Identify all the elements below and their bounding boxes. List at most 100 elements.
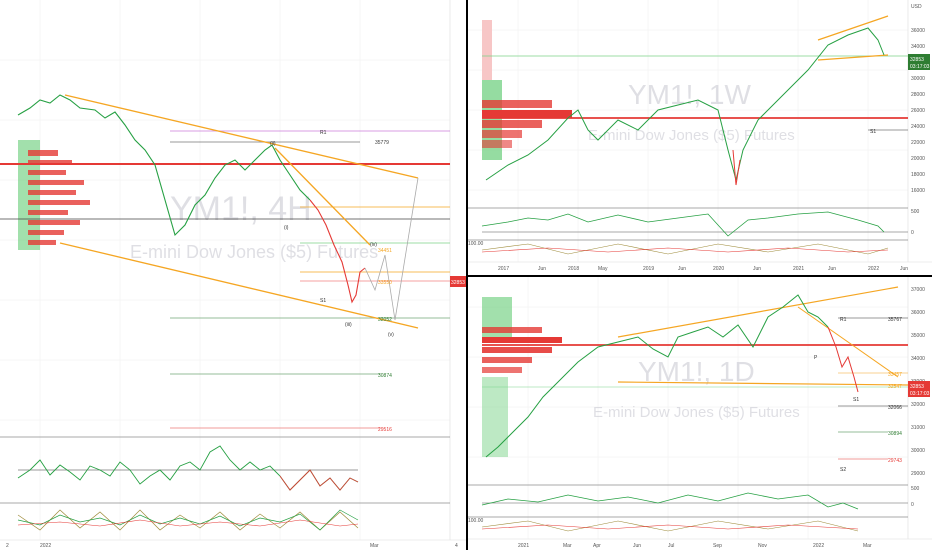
svg-text:18000: 18000 [911, 172, 925, 178]
svg-text:Mar: Mar [563, 543, 572, 549]
chart-1w-svg: YM1!, 1W E-mini Dow Jones ($5) Futures S… [468, 0, 932, 272]
svg-text:30000: 30000 [911, 76, 925, 82]
svg-text:03:17:03: 03:17:03 [910, 64, 930, 70]
svg-text:Apr: Apr [593, 543, 601, 549]
chart-1d-svg: YM1!, 1D E-mini Dow Jones ($5) Futures 3… [468, 277, 932, 549]
svg-text:34000: 34000 [911, 356, 925, 362]
watermark-description-1w: E-mini Dow Jones ($5) Futures [588, 127, 795, 144]
svg-text:2019: 2019 [643, 266, 654, 272]
svg-text:S2: S2 [840, 467, 846, 473]
marker-s1: S1 [320, 298, 326, 304]
price-series-up [17, 94, 311, 237]
svg-text:0: 0 [911, 502, 914, 508]
svg-text:34000: 34000 [911, 44, 925, 50]
marker-s1-1w: S1 [870, 129, 876, 135]
svg-text:2021: 2021 [518, 543, 529, 549]
svg-text:32547: 32547 [888, 384, 902, 390]
svg-text:500: 500 [911, 486, 920, 492]
pane-divider-vertical[interactable] [466, 0, 468, 550]
svg-text:Jun: Jun [633, 543, 641, 549]
level-label-1: 35779 [375, 140, 389, 146]
wave-label-iii: (iii) [345, 322, 352, 328]
svg-text:0: 0 [911, 230, 914, 236]
svg-text:2021: 2021 [793, 266, 804, 272]
svg-text:Jun: Jun [678, 266, 686, 272]
svg-text:Mar: Mar [863, 543, 872, 549]
projected-path [364, 177, 419, 321]
level-label-5: 30874 [378, 373, 392, 379]
svg-text:Jun: Jun [538, 266, 546, 272]
svg-text:Jun: Jun [828, 266, 836, 272]
svg-text:29743: 29743 [888, 458, 902, 464]
level-label-6: 29516 [378, 427, 392, 433]
svg-text:32066: 32066 [888, 405, 902, 411]
pane-divider-horizontal[interactable] [468, 275, 932, 277]
wave-label-iv: (iv) [370, 242, 377, 248]
svg-text:2022: 2022 [813, 543, 824, 549]
time-axis-1w: 2017 Jun 2018 May 2019 Jun 2020 Jun 2021… [498, 266, 908, 272]
svg-text:Jun: Jun [753, 266, 761, 272]
svg-text:100.00: 100.00 [468, 518, 484, 524]
time-tick-1: 2 [6, 543, 9, 549]
volume-profile-1w [482, 20, 572, 160]
marker-r1: R1 [320, 130, 327, 136]
svg-text:2018: 2018 [568, 266, 579, 272]
currency-label: USD [911, 4, 922, 10]
svg-text:03:17:03: 03:17:03 [910, 391, 930, 397]
svg-text:Sep: Sep [713, 543, 722, 549]
price-badge-text: 32853 [451, 280, 465, 286]
chart-pane-4h[interactable]: YM1!, 4H E-mini Dow Jones ($5) Futures [0, 0, 466, 550]
price-badge-1d [908, 381, 930, 397]
svg-text:33457: 33457 [888, 372, 902, 378]
oscillator-rsi [17, 445, 359, 491]
svg-text:100.00: 100.00 [468, 241, 484, 247]
chart-pane-1d[interactable]: YM1!, 1D E-mini Dow Jones ($5) Futures 3… [468, 277, 932, 550]
svg-text:R1: R1 [840, 317, 847, 323]
chart-4h-svg: YM1!, 4H E-mini Dow Jones ($5) Futures [0, 0, 466, 549]
price-series-down [309, 199, 366, 304]
svg-text:24000: 24000 [911, 124, 925, 130]
svg-text:S1: S1 [853, 397, 859, 403]
svg-text:36000: 36000 [911, 28, 925, 34]
volume-profile-1d [482, 297, 562, 457]
watermark-symbol-1w: YM1!, 1W [628, 79, 751, 110]
svg-text:20000: 20000 [911, 156, 925, 162]
svg-text:32853: 32853 [910, 57, 924, 63]
svg-text:30000: 30000 [911, 448, 925, 454]
svg-text:29000: 29000 [911, 471, 925, 477]
svg-text:16000: 16000 [911, 188, 925, 194]
price-badge [450, 276, 466, 287]
svg-text:36000: 36000 [911, 310, 925, 316]
price-axis-1w: 36000 34000 32000 30000 28000 26000 2400… [911, 28, 925, 194]
svg-text:22000: 22000 [911, 140, 925, 146]
svg-text:P: P [814, 355, 818, 361]
svg-text:35767: 35767 [888, 317, 902, 323]
watermark-description-1d: E-mini Dow Jones ($5) Futures [593, 404, 800, 421]
watermark-description: E-mini Dow Jones ($5) Futures [130, 242, 378, 262]
price-badge-1w [908, 54, 930, 70]
price-series-1d [485, 294, 829, 458]
time-tick-2: 2022 [40, 543, 51, 549]
time-tick-4: 4 [455, 543, 458, 549]
svg-text:Nov: Nov [758, 543, 767, 549]
volume-profile [18, 140, 90, 250]
wave-label-v: (v) [388, 332, 394, 338]
level-label-3: 33550 [378, 280, 392, 286]
svg-text:31000: 31000 [911, 425, 925, 431]
svg-text:May: May [598, 266, 608, 272]
wave-label-i: (i) [284, 225, 289, 231]
time-axis-1d: 2021 Mar Apr Jun Jul Sep Nov 2022 Mar [518, 543, 872, 549]
level-label-2: 34451 [378, 248, 392, 254]
svg-text:30894: 30894 [888, 431, 902, 437]
time-tick-3: Mar [370, 543, 379, 549]
grid [0, 0, 450, 540]
svg-text:2022: 2022 [868, 266, 879, 272]
svg-text:26000: 26000 [911, 108, 925, 114]
svg-text:Jul: Jul [668, 543, 674, 549]
chart-pane-1w[interactable]: YM1!, 1W E-mini Dow Jones ($5) Futures S… [468, 0, 932, 275]
watermark-symbol: YM1!, 4H [170, 190, 312, 228]
svg-text:28000: 28000 [911, 92, 925, 98]
level-label-4: 32052 [378, 317, 392, 323]
svg-text:37000: 37000 [911, 287, 925, 293]
svg-text:Jun: Jun [900, 266, 908, 272]
